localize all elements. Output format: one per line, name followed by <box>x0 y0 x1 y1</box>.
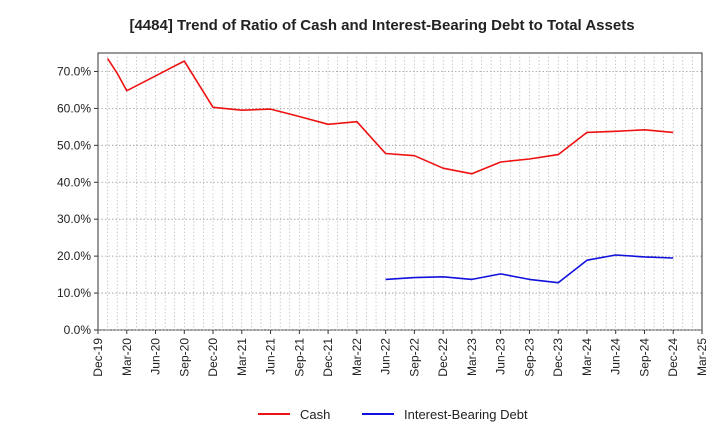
series-line-interest-bearing-debt <box>385 254 674 284</box>
x-tick-label: Dec-22 <box>436 338 450 377</box>
x-tick-label: Jun-22 <box>379 338 393 375</box>
y-tick-label: 40.0% <box>57 175 91 189</box>
x-tick-label: Dec-23 <box>551 338 565 377</box>
plot-frame <box>97 52 703 331</box>
x-tick-label: Mar-25 <box>695 338 709 376</box>
x-tick-label: Jun-20 <box>149 338 163 375</box>
x-tick-label: Mar-23 <box>465 338 479 376</box>
x-tick-label: Sep-24 <box>637 338 651 377</box>
x-tick-label: Mar-21 <box>235 338 249 376</box>
legend-label: Interest-Bearing Debt <box>404 407 528 422</box>
x-tick-label: Sep-21 <box>292 338 306 377</box>
x-tick-label: Sep-22 <box>407 338 421 377</box>
x-tick-label: Dec-20 <box>206 338 220 377</box>
x-tick-label: Mar-24 <box>580 338 594 376</box>
y-tick-label: 0.0% <box>64 323 92 337</box>
x-tick-label: Mar-22 <box>350 338 364 376</box>
y-tick-label: 70.0% <box>57 64 91 78</box>
y-tick-label: 30.0% <box>57 212 91 226</box>
legend-label: Cash <box>300 407 330 422</box>
x-tick-label: Dec-21 <box>321 338 335 377</box>
y-tick-label: 10.0% <box>57 286 91 300</box>
x-tick-label: Jun-24 <box>609 338 623 375</box>
legend: Cash Interest-Bearing Debt <box>258 407 528 422</box>
x-tick-label: Sep-20 <box>177 338 191 377</box>
y-tick-label: 20.0% <box>57 249 91 263</box>
x-tick-label: Jun-21 <box>264 338 278 375</box>
x-tick-label: Dec-19 <box>91 338 105 377</box>
series-line-cash <box>106 58 674 175</box>
axes: 0.0% 10.0% 20.0% 30.0% 40.0% 50.0% 60.0% 70.0% D… <box>57 64 709 376</box>
x-tick-label: Mar-20 <box>120 338 134 376</box>
series-lines <box>106 58 674 284</box>
chart-title: [4484] Trend of Ratio of Cash and Intere… <box>129 17 634 34</box>
x-tick-label: Dec-24 <box>666 338 680 377</box>
x-tick-label: Sep-23 <box>522 338 536 377</box>
x-tick-label: Jun-23 <box>494 338 508 375</box>
y-tick-label: 60.0% <box>57 101 91 115</box>
grid <box>97 52 703 331</box>
y-tick-label: 50.0% <box>57 138 91 152</box>
